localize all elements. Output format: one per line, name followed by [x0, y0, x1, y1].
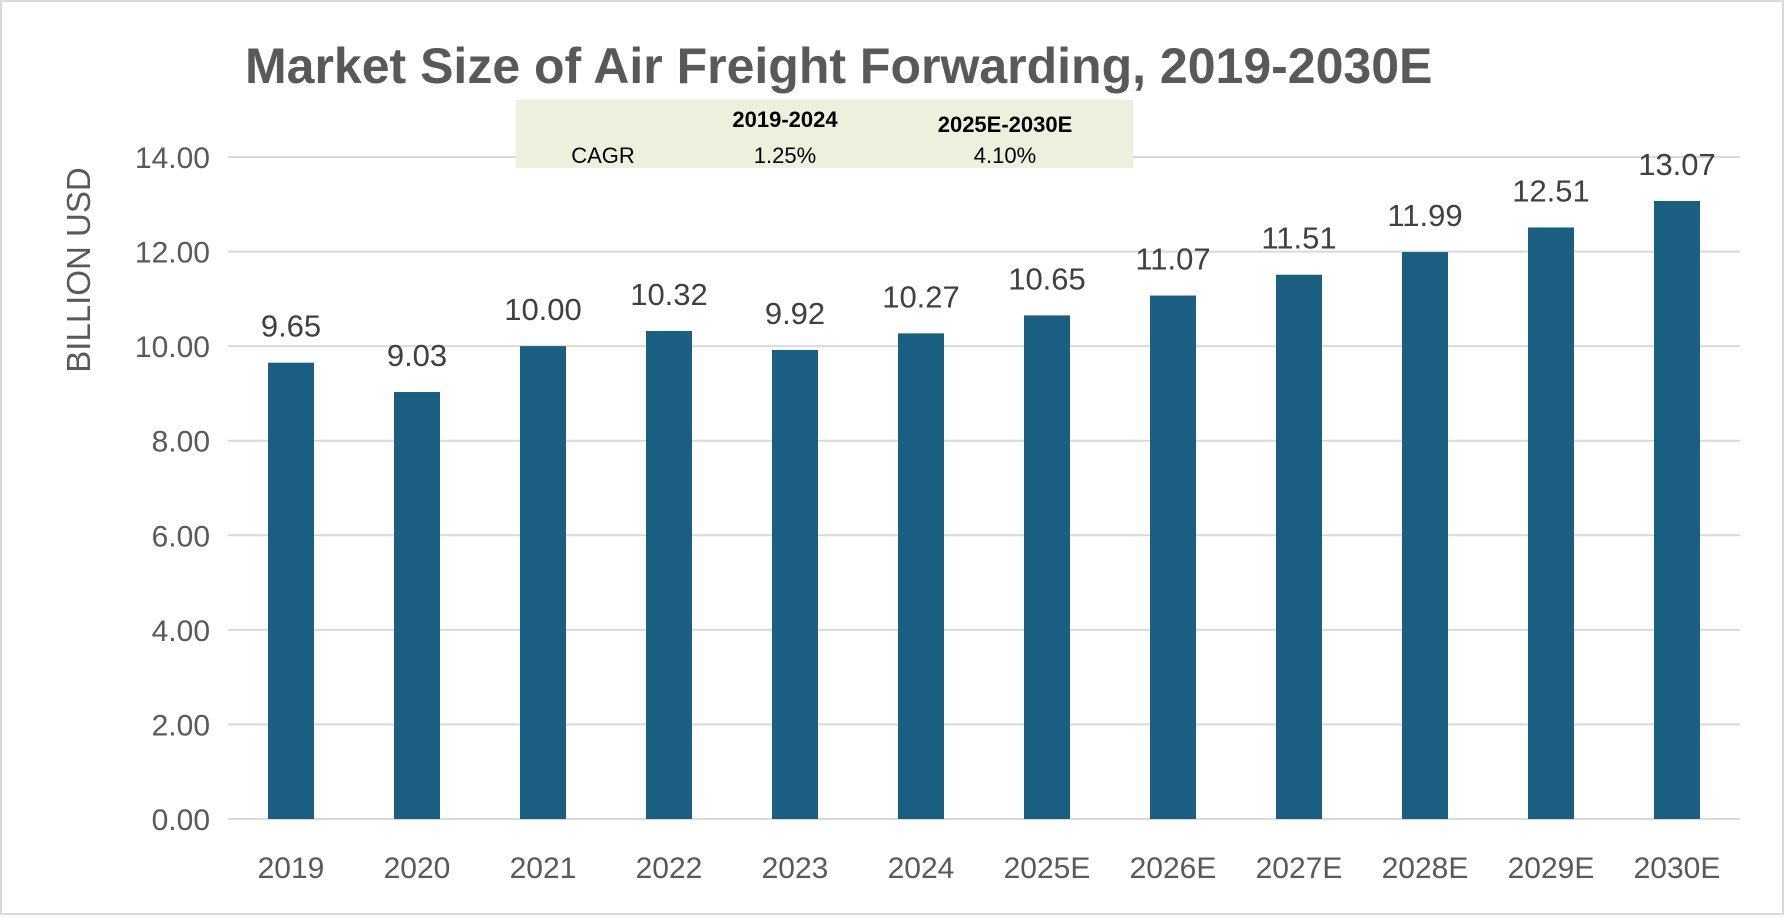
data-label: 10.00 [504, 292, 582, 327]
bar [1654, 200, 1700, 819]
x-tick-label: 2020 [384, 852, 451, 885]
bar [772, 349, 818, 819]
y-axis-label: BILLION USD [60, 167, 97, 372]
x-tick-label: 2026E [1130, 852, 1217, 885]
data-label: 9.92 [765, 296, 825, 331]
data-label: 13.07 [1638, 147, 1716, 182]
chart-title: Market Size of Air Freight Forwarding, 2… [245, 38, 1432, 94]
bar [1276, 274, 1322, 819]
x-tick-label: 2021 [510, 852, 577, 885]
bar [394, 392, 440, 819]
y-axis-ticks: 0.00 2.00 4.00 6.00 8.00 10.00 12.00 14.00 [135, 142, 210, 837]
y-tick-label: 14.00 [135, 142, 210, 175]
cagr-table-background [516, 100, 1133, 168]
bar [1150, 295, 1196, 820]
data-label: 10.32 [630, 277, 708, 312]
bar [1024, 315, 1070, 819]
gridlines [228, 156, 1740, 820]
cagr-column-header: 2025E-2030E [938, 112, 1073, 137]
y-tick-label: 4.00 [152, 615, 210, 648]
cagr-table: 2019-2024 2025E-2030E CAGR 1.25% 4.10% [516, 100, 1133, 168]
bar [268, 362, 314, 819]
bar [520, 346, 566, 819]
x-tick-label: 2024 [888, 852, 955, 885]
data-label: 11.99 [1387, 198, 1462, 233]
bar [1402, 252, 1448, 819]
y-tick-label: 8.00 [152, 426, 210, 459]
cagr-value: 4.10% [974, 143, 1036, 168]
data-labels: 9.65 9.03 10.00 10.32 9.92 10.27 10.65 11.07 11.… [261, 147, 1716, 373]
y-tick-label: 6.00 [152, 520, 210, 553]
x-tick-label: 2028E [1382, 852, 1469, 885]
data-label: 10.65 [1008, 261, 1086, 296]
data-label: 12.51 [1512, 173, 1590, 208]
x-tick-label: 2019 [258, 852, 325, 885]
x-tick-label: 2029E [1508, 852, 1595, 885]
bars [268, 200, 1700, 820]
data-label: 9.65 [261, 309, 321, 344]
x-tick-label: 2022 [636, 852, 703, 885]
y-tick-label: 0.00 [152, 804, 210, 837]
y-tick-label: 10.00 [135, 331, 210, 364]
x-tick-label: 2023 [762, 852, 829, 885]
cagr-value: 1.25% [754, 143, 816, 168]
x-tick-label: 2030E [1634, 852, 1721, 885]
cagr-row-label: CAGR [571, 143, 635, 168]
bar [898, 333, 944, 819]
data-label: 10.27 [882, 279, 960, 314]
x-tick-label: 2025E [1004, 852, 1091, 885]
cagr-column-header: 2019-2024 [732, 107, 838, 132]
bar [646, 331, 692, 819]
data-label: 11.51 [1261, 221, 1336, 256]
x-tick-label: 2027E [1256, 852, 1343, 885]
data-label: 11.07 [1135, 242, 1210, 277]
y-tick-label: 2.00 [152, 709, 210, 742]
data-label: 9.03 [387, 338, 447, 373]
y-tick-label: 12.00 [135, 237, 210, 270]
x-axis-ticks: 2019 2020 2021 2022 2023 2024 2025E 2026E 2027E 2… [258, 852, 1721, 885]
bar [1528, 227, 1574, 820]
